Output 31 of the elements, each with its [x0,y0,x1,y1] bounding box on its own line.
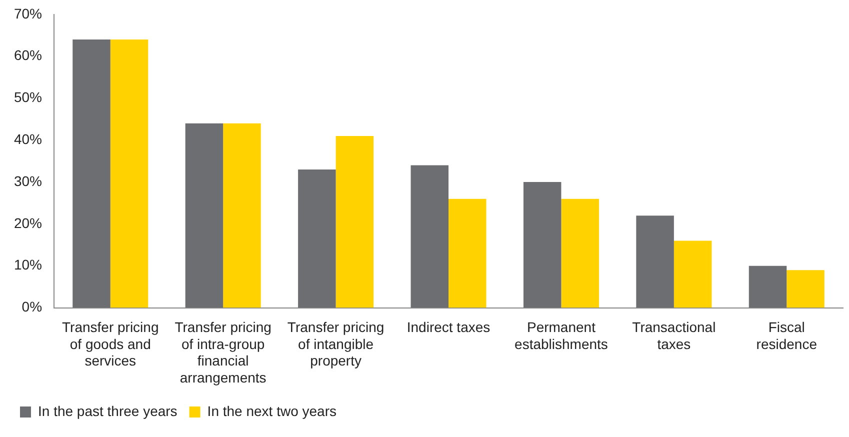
legend-label: In the past three years [38,402,178,419]
bar [786,270,824,308]
y-tick-label: 0% [22,298,42,315]
bar [674,240,712,308]
bar [448,198,486,308]
y-tick-label: 20% [14,214,42,231]
x-tick-label: Permanent establishments [514,319,608,352]
x-tick-label: Transfer pricing of intra-group financial arrangements [174,319,272,386]
bar [748,266,787,308]
bar [523,182,562,308]
bar [185,123,224,308]
bar [561,198,599,308]
bar [110,40,148,308]
x-tick-label: Fiscal residence [756,319,818,352]
y-tick-label: 10% [14,256,42,273]
bar [410,165,449,308]
bar [298,169,336,308]
y-tick-label: 40% [14,131,42,147]
bar [72,40,110,308]
y-tick-label: 50% [14,89,42,106]
y-tick-label: 60% [14,47,42,64]
x-tick-label: Indirect taxes [406,319,490,336]
y-tick-label: 30% [14,172,42,189]
x-tick-label: Transactional taxes [632,319,716,352]
y-tick-label: 70% [14,5,42,22]
x-tick-label: Transfer pricing of intangible property [287,319,384,369]
legend-label: In the next two years [207,402,336,419]
x-tick-label: Transfer pricing of goods and services [62,319,159,369]
bar [223,123,261,308]
bar [636,216,674,308]
bar [336,136,374,308]
